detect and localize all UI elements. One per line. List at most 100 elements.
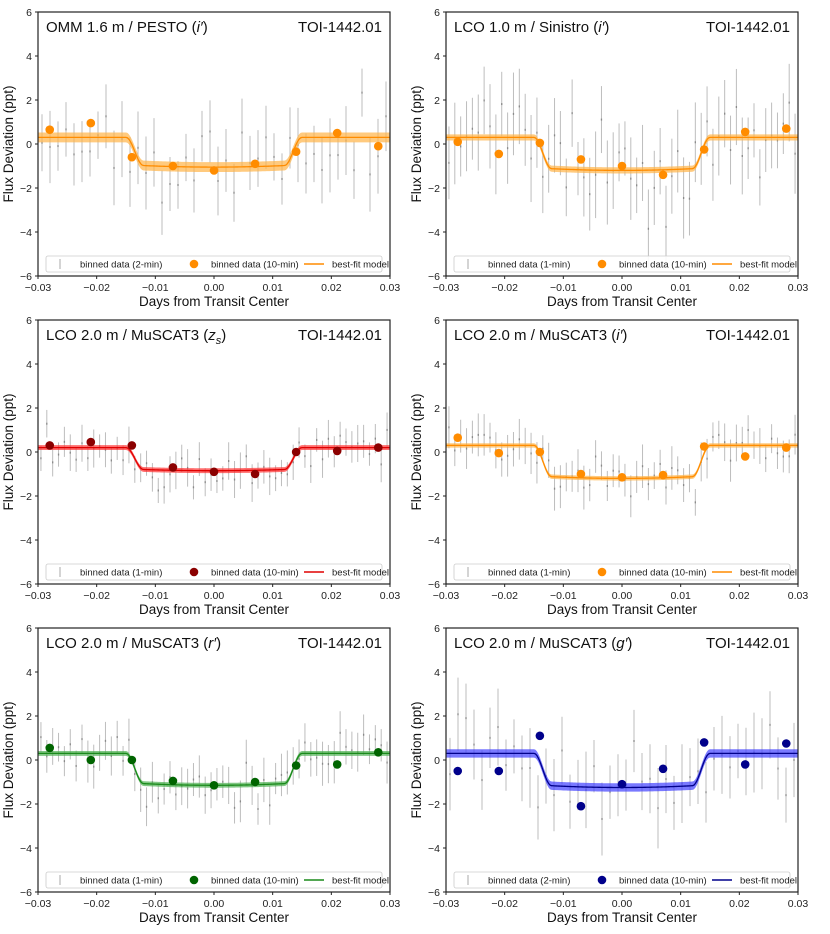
legend-marker-10min xyxy=(189,259,199,269)
x-tick-label: 0.02 xyxy=(729,282,750,294)
panel-5: −0.03 −0.02 −0.01 0.00 0.01 0.02 0.03 −6 −4 −2 0 2 4… xyxy=(1,623,400,925)
binned-10min-point xyxy=(740,452,750,461)
x-tick-label: 0.00 xyxy=(612,590,633,602)
target-label: TOI-1442.01 xyxy=(298,327,382,344)
binned-10min-point xyxy=(168,463,178,472)
x-tick-label: 0.01 xyxy=(670,282,691,294)
panel-title: LCO 2.0 m / MuSCAT3 (r′) xyxy=(46,635,221,652)
binned-10min-point xyxy=(127,755,137,765)
y-tick-label: −6 xyxy=(20,271,32,283)
y-tick-label: 4 xyxy=(26,667,32,679)
binned-10min-point xyxy=(291,447,301,457)
panel-title: LCO 1.0 m / Sinistro (i′) xyxy=(454,19,609,36)
x-tick-label: −0.03 xyxy=(25,282,52,294)
y-tick-label: −6 xyxy=(428,271,440,283)
target-label: TOI-1442.01 xyxy=(706,327,790,344)
panel-4: −0.03 −0.02 −0.01 0.00 0.01 0.02 0.03 −6 −4 −2 0 2 4… xyxy=(409,315,808,617)
x-tick-label: 0.03 xyxy=(788,590,809,602)
binned-10min-point xyxy=(373,748,383,757)
y-axis-label: Flux Deviation (ppt) xyxy=(409,393,424,510)
binned-10min-points xyxy=(45,118,383,175)
x-tick-label: 0.00 xyxy=(204,590,225,602)
x-tick-label: −0.03 xyxy=(433,898,460,910)
x-axis-label: Days from Transit Center xyxy=(139,602,290,617)
binned-10min-point xyxy=(535,731,545,741)
legend-box xyxy=(45,871,383,889)
binned-10min-point xyxy=(168,776,178,786)
panel-2: −0.03 −0.02 −0.01 0.00 0.01 0.02 0.03 −6 −4 −2 0 2 4… xyxy=(409,7,808,309)
y-tick-label: −2 xyxy=(20,183,32,195)
binned-10min-point xyxy=(127,441,137,450)
binned-10min-points xyxy=(453,433,791,482)
legend-marker-10min xyxy=(597,259,607,269)
binned-10min-point xyxy=(209,166,219,175)
x-tick-label: 0.03 xyxy=(380,590,401,602)
x-tick-label: −0.01 xyxy=(142,898,169,910)
legend: binned data (1-min) binned data (10-min) b… xyxy=(45,871,389,889)
y-tick-label: 6 xyxy=(26,315,32,327)
y-tick-label: 6 xyxy=(434,7,440,19)
x-tick-label: −0.02 xyxy=(491,282,518,294)
fine-binned-points xyxy=(40,409,388,504)
fine-binned-points xyxy=(448,63,796,268)
x-tick-label: 0.00 xyxy=(204,282,225,294)
x-tick-label: 0.01 xyxy=(262,898,283,910)
y-tick-label: 4 xyxy=(434,51,440,63)
y-tick-label: 2 xyxy=(434,95,440,107)
binned-10min-point xyxy=(699,442,709,451)
binned-10min-point xyxy=(250,469,260,479)
y-tick-label: 0 xyxy=(434,139,440,151)
y-tick-label: −4 xyxy=(428,535,440,547)
x-tick-label: −0.01 xyxy=(550,590,577,602)
y-tick-label: 4 xyxy=(434,667,440,679)
x-tick-label: −0.01 xyxy=(142,282,169,294)
x-tick-label: −0.01 xyxy=(142,590,169,602)
legend-marker-10min xyxy=(597,567,607,577)
binned-10min-point xyxy=(168,161,178,171)
legend-label-model: best-fit model xyxy=(740,876,797,887)
model-uncertainty-band xyxy=(38,750,390,788)
x-tick-label: 0.02 xyxy=(321,590,342,602)
x-tick-label: −0.02 xyxy=(83,282,110,294)
legend-label-fine: binned data (1-min) xyxy=(488,260,570,271)
binned-10min-point xyxy=(658,170,668,180)
y-tick-label: 2 xyxy=(434,403,440,415)
binned-10min-points xyxy=(453,124,791,180)
binned-10min-point xyxy=(45,441,55,450)
y-tick-label: 6 xyxy=(26,623,32,635)
fine-binned-points xyxy=(449,677,795,856)
y-tick-label: 2 xyxy=(434,711,440,723)
y-tick-label: 0 xyxy=(434,755,440,767)
axes-frame xyxy=(37,11,391,277)
y-tick-label: 6 xyxy=(434,623,440,635)
x-tick-label: −0.02 xyxy=(83,898,110,910)
legend-box xyxy=(453,871,791,889)
legend-label-fine: binned data (1-min) xyxy=(80,568,162,579)
binned-10min-point xyxy=(127,152,137,162)
y-tick-label: −6 xyxy=(428,887,440,899)
legend-label-model: best-fit model xyxy=(740,260,797,271)
panel-1: −0.03 −0.02 −0.01 0.00 0.01 0.02 0.03 −6 −4 −2 0 2 4… xyxy=(1,7,400,309)
binned-10min-points xyxy=(453,731,791,811)
binned-10min-point xyxy=(535,447,545,457)
binned-10min-point xyxy=(453,137,463,147)
legend-label-model: best-fit model xyxy=(332,260,389,271)
x-tick-label: 0.03 xyxy=(380,898,401,910)
legend-label-fine: binned data (2-min) xyxy=(488,876,570,887)
panel-6: −0.03 −0.02 −0.01 0.00 0.01 0.02 0.03 −6 −4 −2 0 2 4… xyxy=(409,623,808,925)
x-tick-label: 0.02 xyxy=(729,590,750,602)
y-tick-label: 6 xyxy=(434,315,440,327)
y-tick-label: −2 xyxy=(428,799,440,811)
panel-3: −0.03 −0.02 −0.01 0.00 0.01 0.02 0.03 −6 −4 −2 0 2 4… xyxy=(1,315,400,617)
model-uncertainty-band xyxy=(38,132,390,173)
y-axis-label: Flux Deviation (ppt) xyxy=(1,85,16,202)
x-tick-label: 0.03 xyxy=(788,898,809,910)
binned-10min-point xyxy=(494,149,504,159)
legend-label-10min: binned data (10-min) xyxy=(619,876,707,887)
binned-10min-point xyxy=(781,443,791,452)
plot-area xyxy=(38,711,390,827)
y-tick-label: −4 xyxy=(428,227,440,239)
axes-frame xyxy=(445,627,799,893)
binned-10min-point xyxy=(332,128,342,138)
